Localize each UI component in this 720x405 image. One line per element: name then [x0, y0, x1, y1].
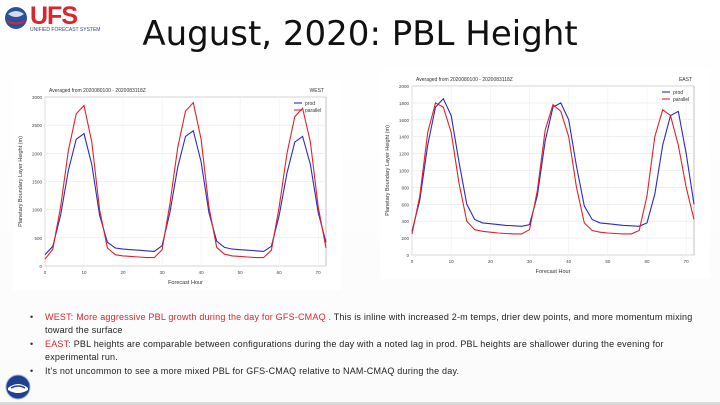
x-tick-label: 10 — [82, 270, 88, 275]
x-tick-label: 0 — [411, 259, 414, 264]
chart-svg-1: 0 200 400 600 800 1000 1200 1400 1600 1800 2000 0 10… — [385, 77, 695, 275]
chart-title: Averaged from 2020080100 - 2020083118Z — [416, 77, 513, 83]
bullet-mixed-text: It’s not uncommon to see a more mixed PB… — [45, 366, 460, 376]
series-line-prod — [44, 129, 327, 256]
x-axis-label: Forecast Hour — [168, 280, 203, 286]
y-axis-label: Planetary Boundary Layer Height (m) — [18, 136, 24, 227]
y-tick-label: 2500 — [32, 123, 43, 128]
y-tick-label: 2000 — [32, 151, 43, 156]
y-tick-label: 1000 — [399, 169, 410, 174]
legend-label-parallel: parallel — [305, 108, 321, 114]
west-chart: 0 500 1000 1500 2000 2500 3000 0 10 20 30 40 50 60 70 A… — [13, 79, 342, 290]
y-tick-label: 1000 — [32, 208, 43, 213]
bullet-east-text: PBL heights are comparable between confi… — [45, 339, 664, 362]
y-tick-label: 1400 — [399, 135, 410, 140]
y-tick-label: 200 — [401, 236, 409, 241]
series-line-prod — [411, 97, 695, 232]
x-tick-label: 70 — [684, 259, 690, 264]
chart-region-label: EAST — [679, 77, 692, 83]
legend-label-prod: prod — [673, 90, 683, 96]
x-tick-label: 60 — [644, 259, 650, 264]
y-tick-label: 0 — [39, 264, 42, 269]
page-title: August, 2020: PBL Height — [142, 14, 578, 54]
y-tick-label: 600 — [401, 202, 409, 207]
y-tick-label: 2000 — [399, 84, 410, 89]
chart-region-label: WEST — [310, 88, 324, 94]
x-axis-label: Forecast Hour — [536, 269, 571, 275]
y-tick-label: 1800 — [399, 101, 410, 106]
x-tick-label: 0 — [44, 270, 47, 275]
series-line-parallel — [411, 102, 695, 235]
x-tick-label: 10 — [449, 259, 455, 264]
y-axis-label: Planetary Boundary Layer Height (m) — [385, 125, 391, 216]
y-tick-label: 800 — [401, 185, 409, 190]
y-tick-label: 1600 — [399, 118, 410, 123]
ufs-logo: UFS UNIFIED FORECAST SYSTEM — [2, 2, 100, 34]
legend-label-prod: prod — [305, 101, 315, 107]
logo-subtitle: UNIFIED FORECAST SYSTEM — [30, 27, 101, 33]
chart-svg-0: 0 500 1000 1500 2000 2500 3000 0 10 20 30 40 50 60 70 A… — [18, 88, 327, 286]
x-tick-label: 30 — [160, 270, 166, 275]
bullet-west-highlight: WEST: More aggressive PBL growth during … — [45, 312, 332, 322]
x-tick-label: 60 — [277, 270, 283, 275]
y-tick-label: 3000 — [32, 95, 43, 100]
x-tick-label: 40 — [199, 270, 205, 275]
logo-text: UFS — [30, 2, 78, 30]
y-tick-label: 1200 — [399, 152, 410, 157]
x-tick-label: 40 — [566, 259, 572, 264]
east-chart: 0 200 400 600 800 1000 1200 1400 1600 1800 2000 0 10… — [380, 68, 710, 279]
y-tick-label: 1500 — [32, 180, 43, 185]
y-tick-label: 400 — [401, 219, 409, 224]
x-tick-label: 30 — [527, 259, 533, 264]
x-tick-label: 70 — [316, 270, 322, 275]
x-tick-label: 50 — [238, 270, 244, 275]
legend-label-parallel: parallel — [673, 97, 689, 103]
noaa-logo-icon — [5, 374, 31, 400]
bullet-mixed: It’s not uncommon to see a more mixed PB… — [30, 365, 700, 378]
bullet-west-text: This is inline with increased 2-m temps,… — [45, 312, 693, 335]
footer-bar — [0, 402, 720, 405]
x-tick-label: 50 — [605, 259, 611, 264]
x-tick-label: 20 — [488, 259, 494, 264]
y-tick-label: 0 — [406, 253, 409, 258]
series-line-parallel — [44, 101, 327, 260]
bullet-east: EAST: PBL heights are comparable between… — [30, 338, 700, 364]
y-tick-label: 500 — [34, 236, 42, 241]
bullet-east-highlight: EAST: — [45, 339, 72, 349]
bullet-list: WEST: More aggressive PBL growth during … — [30, 311, 700, 379]
chart-title: Averaged from 2020080100 - 2020083118Z — [49, 88, 146, 94]
x-tick-label: 20 — [121, 270, 127, 275]
globe-icon — [5, 7, 27, 29]
bullet-west: WEST: More aggressive PBL growth during … — [30, 311, 700, 337]
